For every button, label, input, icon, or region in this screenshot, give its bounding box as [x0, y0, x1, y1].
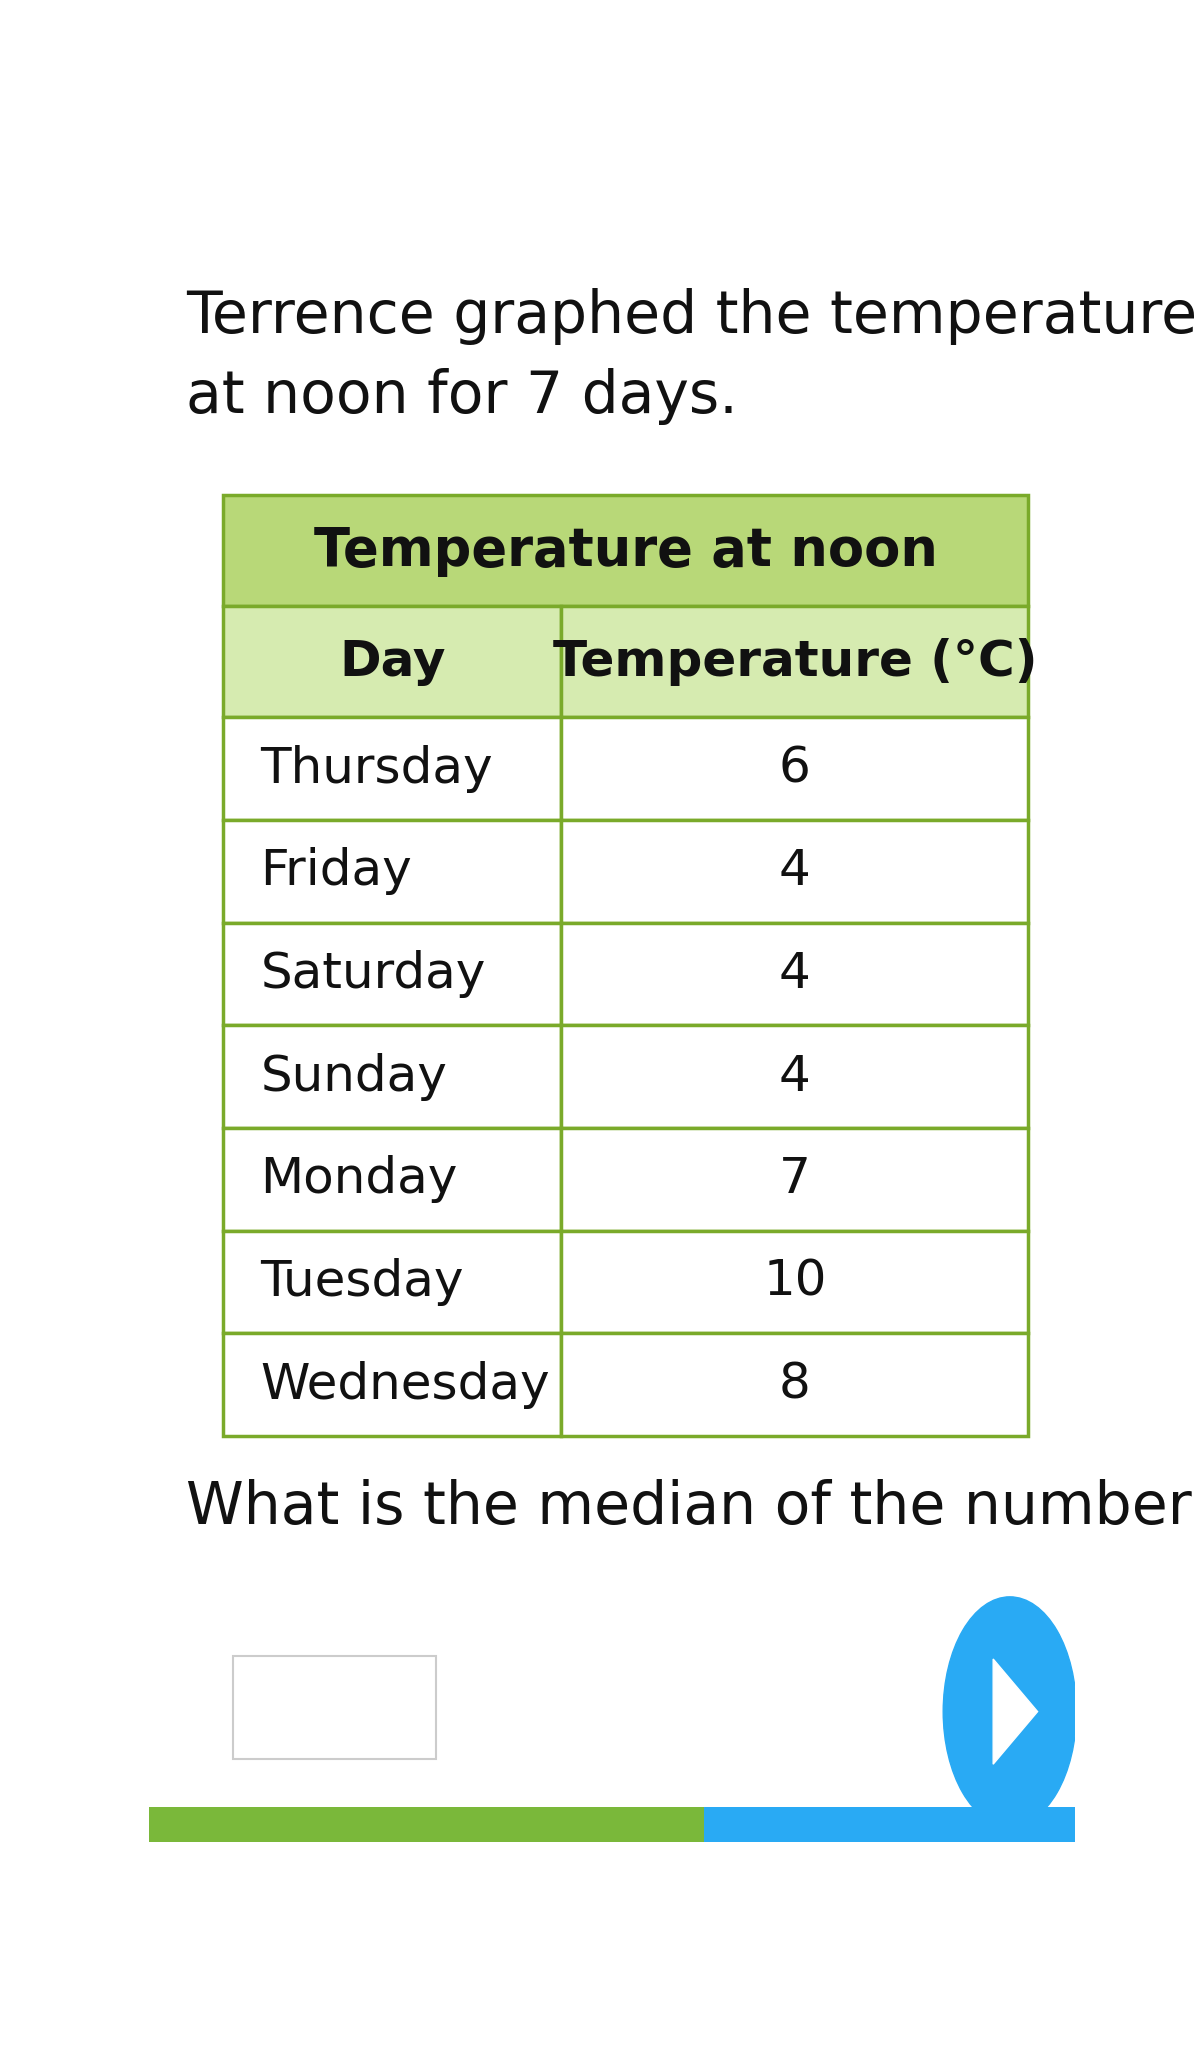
- Bar: [561, 1025, 1028, 1128]
- Bar: [223, 1128, 561, 1230]
- Bar: [561, 923, 1028, 1025]
- Circle shape: [943, 1596, 1077, 1826]
- Text: 4: 4: [778, 847, 811, 896]
- Text: Saturday: Saturday: [260, 950, 486, 998]
- Text: 4: 4: [778, 1054, 811, 1101]
- Bar: [561, 820, 1028, 923]
- Bar: [561, 1230, 1028, 1333]
- Text: Day: Day: [339, 638, 445, 685]
- Text: Terrence graphed the temperature
at noon for 7 days.: Terrence graphed the temperature at noon…: [186, 288, 1194, 424]
- Bar: [223, 923, 561, 1025]
- Bar: [223, 820, 561, 923]
- Bar: [223, 1333, 561, 1437]
- Text: Tuesday: Tuesday: [260, 1259, 463, 1306]
- Bar: [561, 1333, 1028, 1437]
- Text: Thursday: Thursday: [260, 745, 493, 793]
- Text: Monday: Monday: [260, 1155, 457, 1203]
- Bar: [223, 1025, 561, 1128]
- Text: 7: 7: [778, 1155, 811, 1203]
- Text: Wednesday: Wednesday: [260, 1360, 550, 1408]
- Text: What is the median of the numbers?: What is the median of the numbers?: [186, 1478, 1194, 1536]
- Text: Temperature (°C): Temperature (°C): [553, 638, 1038, 685]
- Text: Friday: Friday: [260, 847, 412, 896]
- Text: 10: 10: [763, 1259, 826, 1306]
- Text: 4: 4: [778, 950, 811, 998]
- Bar: [223, 607, 561, 718]
- Bar: [233, 1656, 436, 1759]
- Text: 6: 6: [778, 745, 811, 793]
- Text: 8: 8: [778, 1360, 811, 1408]
- Bar: [561, 718, 1028, 820]
- Bar: [223, 495, 1028, 607]
- Bar: [561, 1128, 1028, 1230]
- Text: Temperature at noon: Temperature at noon: [314, 526, 937, 578]
- Bar: [149, 1807, 704, 1842]
- Bar: [223, 718, 561, 820]
- Bar: [561, 607, 1028, 718]
- Polygon shape: [993, 1658, 1038, 1764]
- Bar: [223, 1230, 561, 1333]
- Text: Sunday: Sunday: [260, 1054, 448, 1101]
- Bar: [704, 1807, 1075, 1842]
